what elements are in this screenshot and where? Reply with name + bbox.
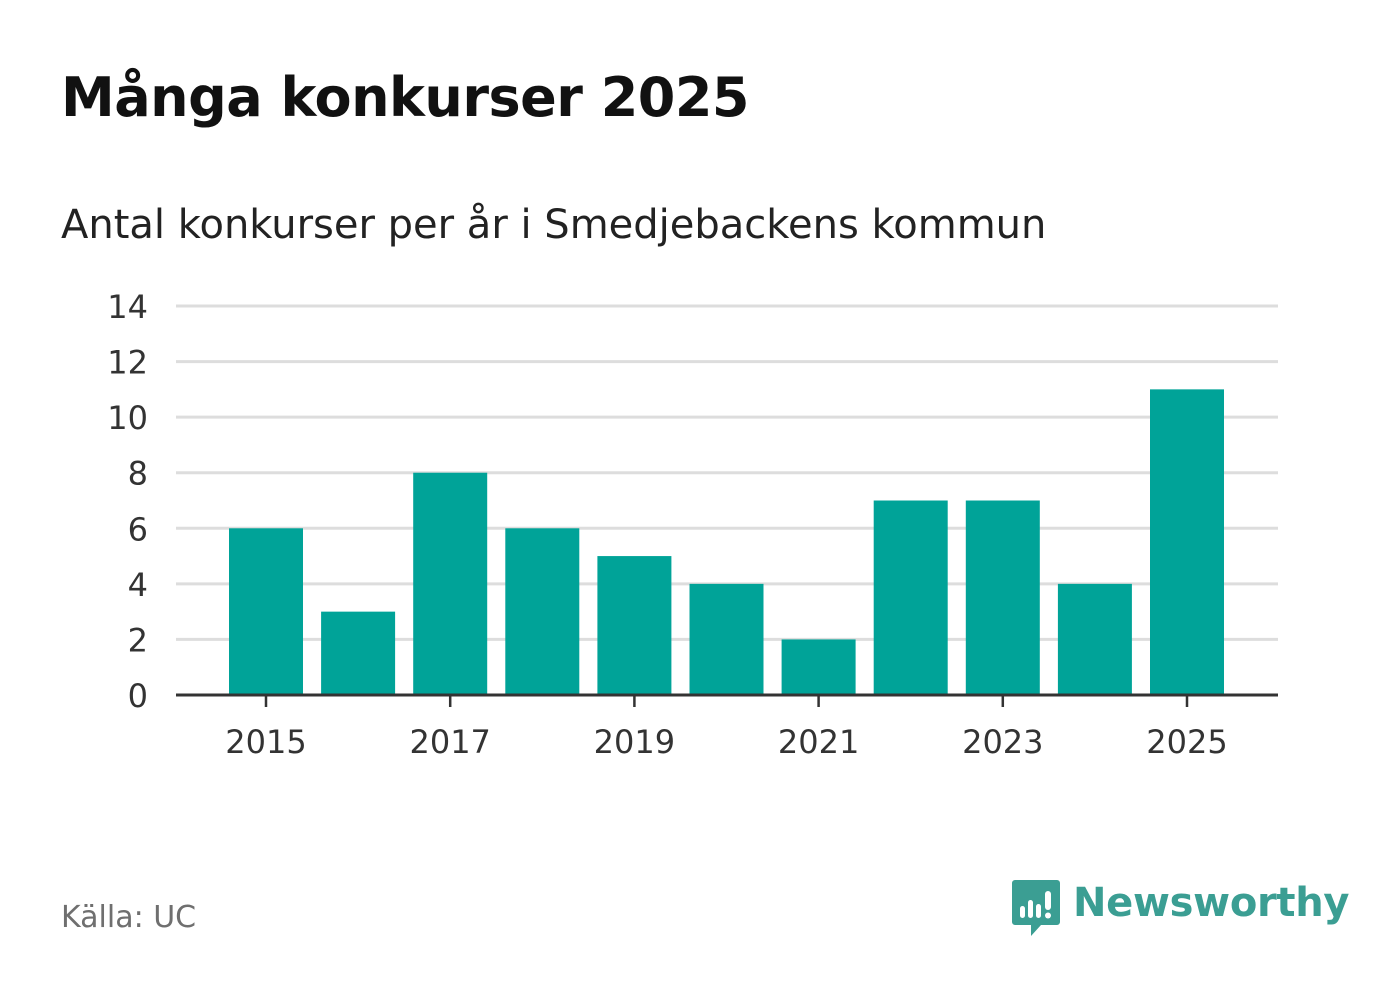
bar-2025 bbox=[1150, 389, 1224, 695]
brand-logo: Newsworthy bbox=[1011, 878, 1350, 940]
chart-title: Många konkurser 2025 bbox=[61, 66, 750, 129]
y-tick-label: 4 bbox=[128, 566, 148, 604]
bar-chart-speech-bubble-icon bbox=[1012, 880, 1060, 936]
x-tick-label: 2025 bbox=[1146, 723, 1227, 761]
y-tick-label: 14 bbox=[107, 288, 148, 326]
brand-name: Newsworthy bbox=[1073, 880, 1350, 926]
y-tick-label: 10 bbox=[107, 399, 148, 437]
bar-2020 bbox=[689, 583, 764, 695]
x-tick-label: 2021 bbox=[778, 723, 859, 761]
y-tick-label: 0 bbox=[128, 677, 148, 715]
bars bbox=[229, 389, 1224, 695]
source-note: Källa: UC bbox=[61, 900, 197, 935]
bar-2021 bbox=[781, 639, 856, 695]
y-tick-label: 8 bbox=[128, 455, 148, 493]
tick-labels: 0 2 4 6 8 10 12 14 2015 2017 2019 2021 2023 2025 bbox=[107, 288, 1227, 761]
bar-2023 bbox=[965, 500, 1040, 695]
x-tick-label: 2015 bbox=[225, 723, 306, 761]
bar-2015 bbox=[229, 528, 303, 695]
x-tick-label: 2023 bbox=[962, 723, 1043, 761]
x-tick-label: 2019 bbox=[594, 723, 675, 761]
bar-2017 bbox=[413, 472, 488, 695]
bar-2019 bbox=[597, 556, 672, 695]
chart-subtitle: Antal konkurser per år i Smedjebackens k… bbox=[61, 202, 1047, 248]
axes bbox=[176, 693, 1278, 707]
bar-2018 bbox=[505, 528, 580, 695]
bar-2022 bbox=[873, 500, 948, 695]
x-tick-label: 2017 bbox=[409, 723, 490, 761]
y-tick-label: 12 bbox=[107, 344, 148, 382]
bar-2016 bbox=[321, 611, 396, 695]
bar-2024 bbox=[1057, 583, 1132, 695]
y-tick-label: 6 bbox=[128, 510, 148, 548]
y-tick-label: 2 bbox=[128, 621, 148, 659]
